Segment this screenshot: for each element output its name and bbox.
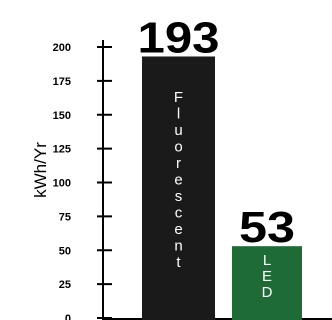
bar-value-label: 53 xyxy=(239,203,295,252)
y-ticks: 0 25 50 75 100 125 150 175 200 xyxy=(53,42,112,320)
y-tick-label: 50 xyxy=(59,245,71,257)
y-tick-label: 75 xyxy=(59,211,71,223)
y-tick-label: 0 xyxy=(65,313,71,320)
y-tick-label: 175 xyxy=(53,76,71,88)
y-tick-label: 125 xyxy=(53,144,71,156)
bar-value-label: 193 xyxy=(138,13,220,62)
y-tick-label: 200 xyxy=(53,42,71,54)
y-tick-label: 25 xyxy=(59,279,71,291)
bar-fluorescent xyxy=(142,56,215,320)
y-tick-label: 150 xyxy=(53,110,71,122)
bars: 193 F l u o r e s c e n t 53L E D xyxy=(138,13,302,320)
bar-led xyxy=(232,246,302,320)
y-axis-label: kWh/Yr xyxy=(31,142,50,198)
y-tick-label: 100 xyxy=(53,178,71,190)
